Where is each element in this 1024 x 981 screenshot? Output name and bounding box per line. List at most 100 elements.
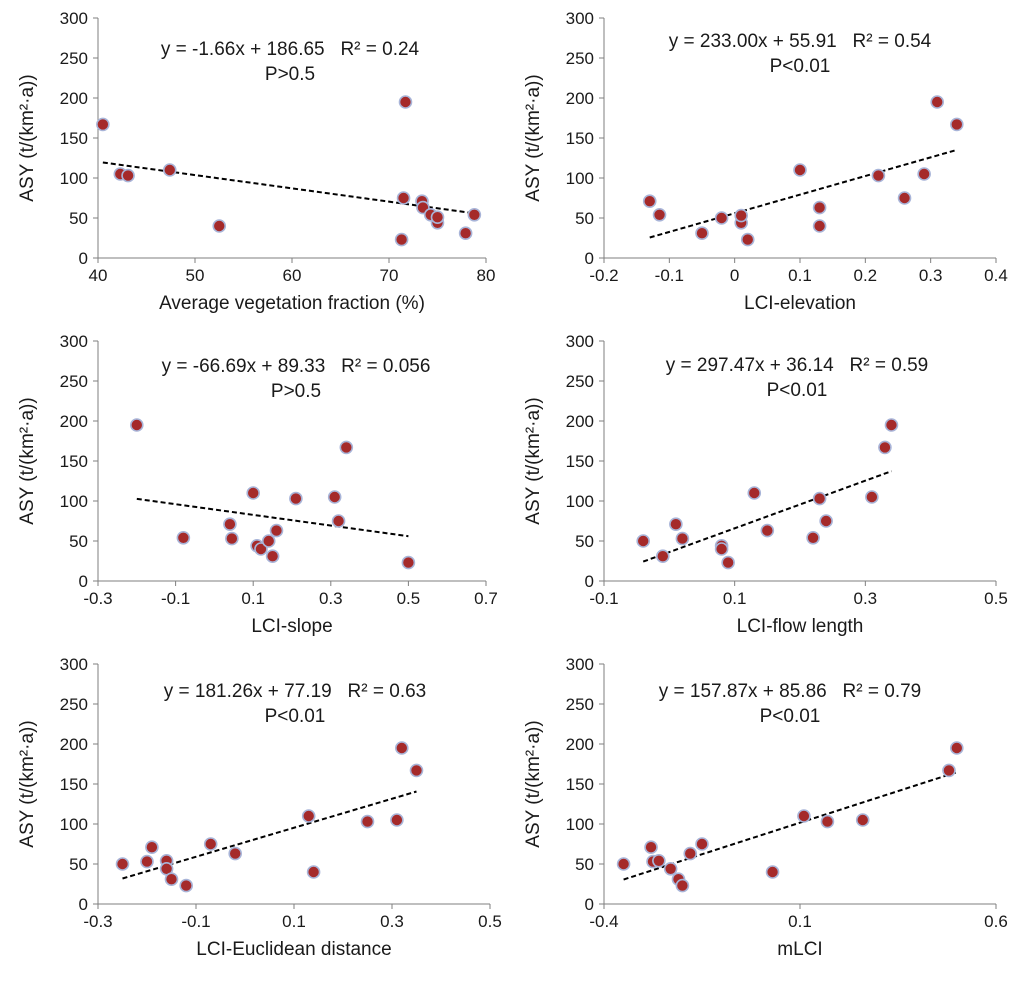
data-point xyxy=(269,523,284,538)
x-tick-label: -0.3 xyxy=(83,589,112,608)
data-point xyxy=(176,530,191,545)
trend-line xyxy=(623,771,958,881)
y-axis-title: ASY (t/(km²·a)) xyxy=(523,74,544,201)
data-point xyxy=(636,534,651,548)
data-point xyxy=(930,95,945,109)
data-point xyxy=(942,763,956,778)
x-tick-label: 80 xyxy=(477,266,496,285)
data-point xyxy=(642,194,657,208)
y-tick-label: 50 xyxy=(69,532,88,551)
data-point xyxy=(212,219,227,233)
x-tick-label: 0.3 xyxy=(854,589,878,608)
y-tick-label: 250 xyxy=(60,49,88,68)
x-tick-label: -0.1 xyxy=(181,912,210,931)
data-point xyxy=(390,813,404,827)
data-point xyxy=(265,549,280,564)
data-point xyxy=(401,555,416,570)
data-point xyxy=(430,210,445,224)
data-point xyxy=(306,865,321,879)
chart-panel-3: 0 50 100 150 200 250 300 -0.3 -0.1 0.1 0.3 0.5 0.7 LC… xyxy=(17,332,498,637)
x-tick-label: 0.5 xyxy=(984,589,1008,608)
y-tick-label: 200 xyxy=(566,89,594,108)
data-point xyxy=(714,542,729,556)
data-point xyxy=(663,861,678,876)
chart-panel-2: 0 50 100 150 200 250 300 -0.2 -0.1 0 0.1 0.2 0.3 0.4 L… xyxy=(523,9,1008,314)
data-point xyxy=(261,534,276,548)
y-tick-label: 50 xyxy=(575,532,594,551)
regression-equation: y = 233.00x + 55.91 R² = 0.54 xyxy=(669,31,932,52)
x-axis-title: LCI-Euclidean distance xyxy=(196,939,391,960)
y-tick-label: 250 xyxy=(566,49,594,68)
data-point xyxy=(652,853,666,868)
data-point xyxy=(394,741,409,755)
data-point xyxy=(820,814,835,829)
y-tick-label: 150 xyxy=(60,775,88,794)
regression-equation: y = -66.69x + 89.33 R² = 0.056 xyxy=(162,356,431,377)
y-tick-label: 250 xyxy=(60,372,88,391)
x-tick-label: 0.3 xyxy=(919,266,943,285)
y-tick-label: 300 xyxy=(566,655,594,674)
trend-line xyxy=(642,470,892,563)
chart-panel-6: 0 50 100 150 200 250 300 -0.4 0.1 0.6 mLCI ASY (t/(… xyxy=(523,655,1008,960)
data-point xyxy=(398,95,413,109)
y-tick-label: 50 xyxy=(69,209,88,228)
x-tick-label: -0.2 xyxy=(589,266,618,285)
data-point xyxy=(225,531,239,546)
x-axis-title: LCI-elevation xyxy=(744,293,856,314)
x-axis-title: Average vegetation fraction (%) xyxy=(159,293,425,314)
x-tick-label: 0.1 xyxy=(788,912,812,931)
y-tick-label: 300 xyxy=(60,655,88,674)
data-point xyxy=(793,163,807,177)
p-value-label: P<0.01 xyxy=(760,706,821,727)
x-tick-label: -0.3 xyxy=(83,912,112,931)
p-value-label: P>0.5 xyxy=(265,64,315,85)
data-point xyxy=(675,878,690,893)
p-value-label: P>0.5 xyxy=(271,381,321,402)
y-tick-label: 50 xyxy=(575,855,594,874)
data-point xyxy=(855,813,870,827)
data-point xyxy=(812,200,827,215)
x-tick-label: 0.7 xyxy=(474,589,498,608)
data-point xyxy=(695,226,709,240)
data-point xyxy=(203,837,218,851)
p-value-label: P<0.01 xyxy=(265,706,326,727)
x-tick-label: 50 xyxy=(186,266,205,285)
data-point xyxy=(115,857,130,871)
y-tick-label: 100 xyxy=(60,169,88,188)
data-point xyxy=(246,486,260,500)
p-value-label: P<0.01 xyxy=(767,380,828,401)
data-point xyxy=(223,517,237,532)
data-point xyxy=(96,117,110,132)
y-tick-label: 100 xyxy=(566,492,594,511)
y-tick-label: 0 xyxy=(79,895,88,914)
y-tick-label: 50 xyxy=(575,209,594,228)
data-point xyxy=(917,167,931,181)
x-tick-label: 60 xyxy=(283,266,302,285)
x-tick-label: 0.3 xyxy=(380,912,404,931)
regression-equation: y = -1.66x + 186.65 R² = 0.24 xyxy=(161,39,420,60)
y-tick-label: 250 xyxy=(566,695,594,714)
y-tick-label: 150 xyxy=(60,129,88,148)
y-tick-label: 300 xyxy=(566,9,594,28)
y-tick-label: 300 xyxy=(60,332,88,351)
trend-line xyxy=(136,497,409,538)
x-tick-label: 0.6 xyxy=(984,912,1008,931)
data-point xyxy=(695,837,709,851)
data-point xyxy=(949,117,964,132)
data-point xyxy=(327,490,342,504)
data-point xyxy=(765,865,780,879)
data-point xyxy=(655,549,670,564)
y-tick-label: 200 xyxy=(60,89,88,108)
y-tick-label: 0 xyxy=(585,895,594,914)
y-tick-label: 200 xyxy=(60,735,88,754)
y-tick-label: 100 xyxy=(566,169,594,188)
trend-line xyxy=(102,161,475,215)
x-tick-label: -0.1 xyxy=(655,266,684,285)
data-point xyxy=(396,191,411,205)
data-point xyxy=(130,418,144,432)
y-tick-label: 250 xyxy=(566,372,594,391)
x-axis-title: LCI-flow length xyxy=(737,616,864,637)
data-point xyxy=(467,208,482,222)
data-point xyxy=(878,440,892,455)
